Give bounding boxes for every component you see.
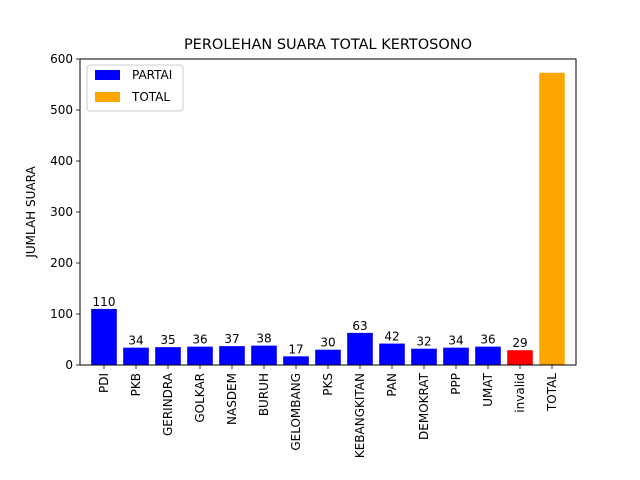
x-tick-label-gerindra: GERINDRA — [161, 372, 175, 436]
bar-kebangkitan — [347, 332, 373, 365]
bar-invalid — [507, 350, 533, 365]
bar-value-label-kebangkitan: 63 — [352, 319, 367, 333]
plot-frame — [79, 58, 577, 366]
bar-value-label-pkb: 34 — [128, 334, 143, 348]
y-tick-label: 0 — [65, 358, 73, 372]
bar-value-labels: 110 34 35 36 37 38 17 30 63 42 32 34 36 29 — [93, 295, 528, 356]
y-axis-ticks: 0 100 200 300 400 500 600 — [50, 52, 80, 372]
y-tick-label: 400 — [50, 154, 73, 168]
bar-group — [91, 72, 565, 366]
bar-golkar — [187, 346, 213, 365]
bar-pks — [315, 349, 341, 365]
x-tick-label-pan: PAN — [385, 373, 399, 397]
bar-pan — [379, 343, 405, 365]
bar-value-label-buruh: 38 — [256, 332, 271, 346]
bar-pkb — [123, 347, 149, 365]
bar-nasdem — [219, 346, 245, 365]
bar-value-label-pdi: 110 — [93, 295, 116, 309]
bar-demokrat — [411, 348, 437, 365]
bar-value-label-gelombang: 17 — [288, 342, 303, 356]
x-tick-label-nasdem: NASDEM — [225, 373, 239, 425]
bar-value-label-gerindra: 35 — [160, 333, 175, 347]
bar-value-label-nasdem: 37 — [224, 332, 239, 346]
bar-gelombang — [283, 356, 309, 365]
y-axis-label: JUMLAH SUARA — [24, 166, 38, 259]
y-tick-label: 500 — [50, 103, 73, 117]
x-tick-label-gelombang: GELOMBANG — [289, 373, 303, 451]
legend-swatch-total — [95, 92, 120, 102]
x-tick-label-ppp: PPP — [449, 373, 463, 395]
legend-label-total: TOTAL — [131, 90, 170, 104]
x-tick-label-demokrat: DEMOKRAT — [417, 372, 431, 440]
x-tick-label-invalid: invalid — [513, 373, 527, 413]
x-axis-ticks: PDI PKB GERINDRA GOLKAR NASDEM BURUH GELOMBANG… — [97, 365, 559, 458]
bar-pdi — [91, 308, 117, 365]
x-tick-label-umat: UMAT — [481, 372, 495, 406]
bar-value-label-pks: 30 — [320, 336, 335, 350]
x-tick-label-pdi: PDI — [97, 373, 111, 393]
bar-ppp — [443, 347, 469, 365]
x-tick-label-pkb: PKB — [129, 373, 143, 396]
bar-value-label-pan: 42 — [384, 330, 399, 344]
y-tick-label: 600 — [50, 52, 73, 66]
bar-gerindra — [155, 347, 181, 365]
bar-value-label-golkar: 36 — [192, 333, 207, 347]
x-tick-label-total: TOTAL — [545, 373, 559, 412]
x-tick-label-buruh: BURUH — [257, 373, 271, 416]
bar-total — [539, 72, 565, 366]
x-tick-label-kebangkitan: KEBANGKITAN — [353, 373, 367, 458]
legend-swatch-partai — [95, 70, 120, 80]
y-tick-label: 200 — [50, 256, 73, 270]
bar-value-label-umat: 36 — [480, 333, 495, 347]
y-tick-label: 300 — [50, 205, 73, 219]
bar-value-label-ppp: 34 — [448, 334, 463, 348]
bar-value-label-invalid: 29 — [512, 336, 527, 350]
legend-label-partai: PARTAI — [132, 68, 172, 82]
legend: PARTAI TOTAL — [86, 64, 184, 112]
y-tick-label: 100 — [50, 307, 73, 321]
chart-title: PEROLEHAN SUARA TOTAL KERTOSONO — [184, 37, 472, 53]
bar-umat — [475, 346, 501, 365]
x-tick-label-pks: PKS — [321, 373, 335, 396]
bar-buruh — [251, 345, 277, 365]
bar-value-label-demokrat: 32 — [416, 335, 431, 349]
x-tick-label-golkar: GOLKAR — [193, 373, 207, 423]
